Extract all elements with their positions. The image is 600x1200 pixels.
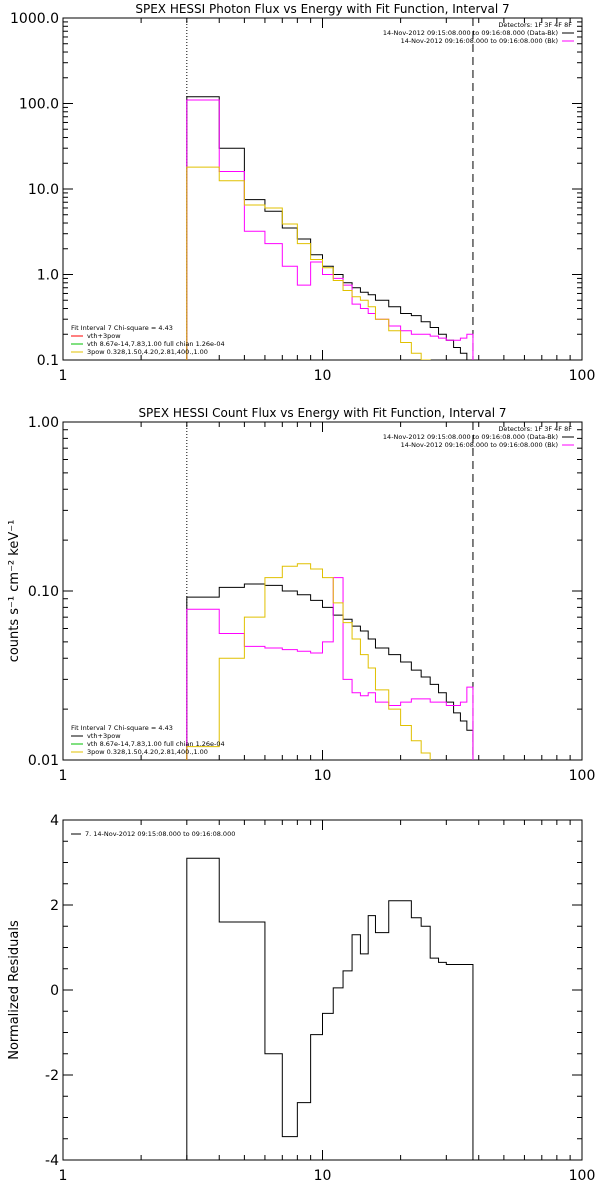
legend-entry: vth+3pow xyxy=(87,332,121,340)
legend-detectors: Detectors: 1F 3F 4F 8F xyxy=(498,21,572,29)
y-tick-label: 0.1 xyxy=(37,353,59,369)
photon-flux-panel: SPEX HESSI Photon Flux vs Energy with Fi… xyxy=(10,2,596,384)
y-tick-label: 1.00 xyxy=(28,415,59,431)
series-line-0 xyxy=(186,583,474,760)
legend-entry: 14-Nov-2012 09:16:08.000 to 09:16:08.000… xyxy=(401,37,558,45)
x-tick-label: 1 xyxy=(59,1168,68,1184)
y-tick-label: -4 xyxy=(45,1153,59,1169)
legend-entry: vth 8.67e-14,7.83,1.00 full chian 1.26e-… xyxy=(87,740,225,748)
legend-entry: 14-Nov-2012 09:15:08.000 to 09:16:08.000… xyxy=(383,29,558,37)
residuals-panel: 1 10 100 -4 -2 0 2 4 Normalized Residuals 7. 14-N… xyxy=(7,813,595,1184)
y-tick-label: 2 xyxy=(50,898,59,914)
legend-fit-header: Fit Interval 7 Chi-square = 4.43 xyxy=(71,324,173,332)
y-tick-label: 100.0 xyxy=(19,97,59,113)
legend-entry: 14-Nov-2012 09:15:08.000 to 09:16:08.000… xyxy=(383,433,558,441)
x-tick-label: 10 xyxy=(314,368,332,384)
legend-entry: 7. 14-Nov-2012 09:15:08.000 to 09:16:08.… xyxy=(85,830,235,838)
chart-title: SPEX HESSI Photon Flux vs Energy with Fi… xyxy=(135,2,509,16)
y-axis-label: counts s⁻¹ cm⁻² keV⁻¹ xyxy=(7,520,22,663)
legend-entry: vth+3pow xyxy=(87,732,121,740)
x-tick-label: 100 xyxy=(569,1168,596,1184)
y-axis-label: Normalized Residuals xyxy=(7,920,22,1060)
chart-title: SPEX HESSI Count Flux vs Energy with Fit… xyxy=(138,406,506,420)
series-line-2 xyxy=(186,563,431,760)
count-flux-panel: SPEX HESSI Count Flux vs Energy with Fit… xyxy=(7,406,596,784)
legend-entry: 14-Nov-2012 09:16:08.000 to 09:16:08.000… xyxy=(401,441,558,449)
y-tick-label: 0 xyxy=(50,983,59,999)
plot-frame xyxy=(62,819,583,1161)
series-line-1 xyxy=(186,99,474,360)
legend-detectors: Detectors: 1F 3F 4F 8F xyxy=(498,425,572,433)
x-tick-label: 1 xyxy=(59,368,68,384)
y-tick-label: 0.10 xyxy=(28,584,59,600)
y-tick-label: -2 xyxy=(45,1068,59,1084)
x-tick-label: 10 xyxy=(314,1168,332,1184)
series-line-2 xyxy=(186,166,431,360)
series-line-1 xyxy=(186,577,474,760)
y-tick-label: 10.0 xyxy=(28,182,59,198)
x-tick-label: 10 xyxy=(314,768,332,784)
plot-frame xyxy=(62,421,583,761)
y-tick-label: 1.0 xyxy=(37,268,59,284)
y-tick-label: 4 xyxy=(50,813,59,829)
y-tick-label: 0.01 xyxy=(28,753,59,769)
legend-entry: 3pow 0.328,1.50,4.20,2.81,400.,1.00 xyxy=(87,348,208,356)
series-line-0 xyxy=(186,857,474,1160)
legend-fit-header: Fit Interval 7 Chi-square = 4.43 xyxy=(71,724,173,732)
legend-entry: vth 8.67e-14,7.83,1.00 full chian 1.26e-… xyxy=(87,340,225,348)
y-tick-label: 1000.0 xyxy=(10,11,59,27)
x-tick-label: 100 xyxy=(569,368,596,384)
series-line-0 xyxy=(186,96,474,360)
x-tick-label: 1 xyxy=(59,768,68,784)
x-tick-label: 100 xyxy=(569,768,596,784)
plot-frame xyxy=(62,17,583,361)
legend-entry: 3pow 0.328,1.50,4.20,2.81,400.,1.00 xyxy=(87,748,208,756)
